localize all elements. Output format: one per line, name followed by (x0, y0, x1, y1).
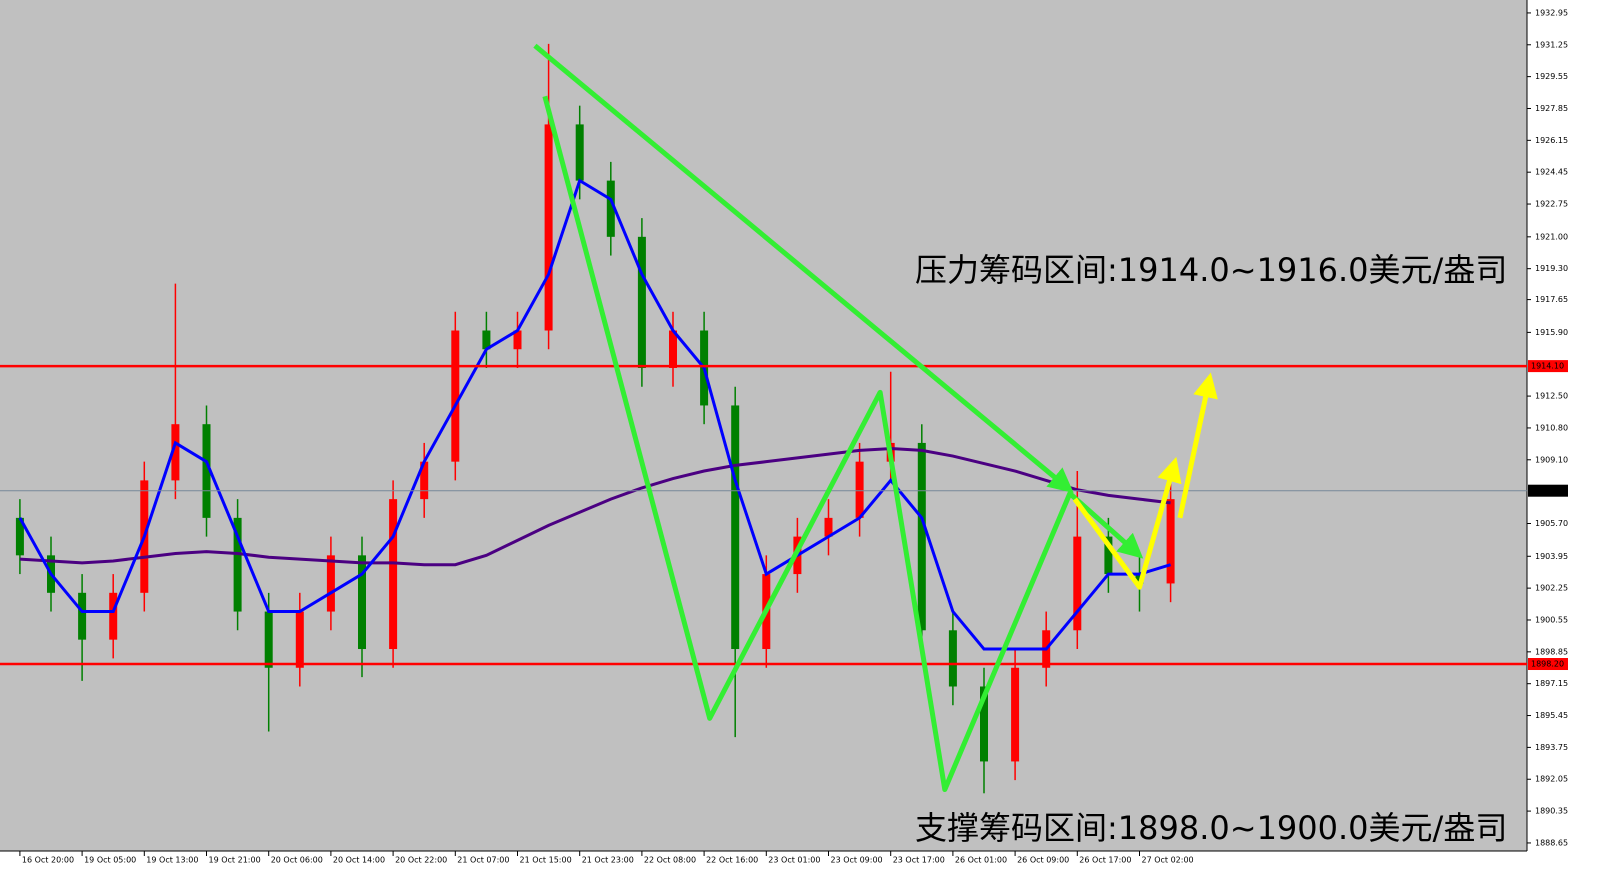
y-tick-label: 1931.25 (1535, 40, 1568, 49)
candle-body (1073, 536, 1082, 631)
x-tick-label: 19 Oct 05:00 (84, 856, 136, 865)
x-tick-label: 22 Oct 16:00 (706, 856, 758, 865)
candle-body (979, 686, 988, 762)
indicator-line (18, 178, 1172, 651)
trend-arrow (533, 43, 1074, 493)
candle-body (326, 555, 335, 612)
candle-body (358, 555, 367, 650)
y-tick-label: 1932.95 (1535, 8, 1568, 17)
candle-body (668, 330, 677, 368)
candle-body (637, 236, 646, 368)
y-tick-label: 1919.30 (1535, 264, 1568, 273)
candle-body (171, 424, 180, 481)
y-tick-label: 1890.35 (1535, 807, 1568, 816)
candle-body (389, 499, 398, 650)
x-tick-label: 19 Oct 21:00 (209, 856, 261, 865)
price-label: 1914.10 (1531, 362, 1564, 371)
y-tick-label: 1897.15 (1535, 679, 1568, 688)
y-tick-label: 1917.65 (1535, 295, 1568, 304)
y-tick-label: 1912.50 (1535, 392, 1568, 401)
x-tick-label: 23 Oct 09:00 (830, 856, 882, 865)
candle-body (1104, 536, 1113, 575)
y-tick-label: 1888.65 (1535, 838, 1568, 847)
candle-body (544, 124, 553, 331)
x-tick-label: 20 Oct 06:00 (271, 856, 323, 865)
candle-body (606, 180, 615, 237)
y-tick-label: 1905.70 (1535, 519, 1568, 528)
candle-body (917, 442, 926, 631)
y-tick-label: 1927.85 (1535, 104, 1568, 113)
candle-body (233, 517, 242, 612)
y-tick-label: 1900.55 (1535, 615, 1568, 624)
candle-body (1166, 499, 1175, 584)
price-label-bg (1528, 484, 1568, 497)
price-label: 1907.45 (1531, 486, 1564, 495)
indicator-line (19, 447, 1171, 567)
candle-body (482, 330, 491, 350)
price-label-bg (1528, 658, 1568, 671)
y-tick-label: 1909.10 (1535, 455, 1568, 464)
x-tick-label: 21 Oct 15:00 (520, 856, 572, 865)
trend-arrow (1177, 372, 1218, 519)
annotation: 压力筹码区间:1914.0~1916.0美元/盎司 (915, 251, 1507, 289)
trend-arrow (542, 95, 1144, 793)
price-label: 1898.20 (1531, 660, 1564, 669)
x-tick-label: 23 Oct 01:00 (768, 856, 820, 865)
candle-body (948, 630, 957, 687)
x-tick-label: 26 Oct 09:00 (1017, 856, 1069, 865)
y-tick-label: 1921.00 (1535, 232, 1568, 241)
y-tick-label: 1895.45 (1535, 711, 1568, 720)
price-label-bg (1528, 360, 1568, 373)
x-tick-label: 26 Oct 17:00 (1079, 856, 1131, 865)
trend-arrow (1072, 456, 1182, 590)
candle-body (513, 330, 522, 350)
y-tick-label: 1893.75 (1535, 743, 1568, 752)
y-tick-label: 1892.05 (1535, 775, 1568, 784)
candle-body (855, 461, 864, 518)
x-tick-label: 20 Oct 14:00 (333, 856, 385, 865)
x-tick-label: 22 Oct 08:00 (644, 856, 696, 865)
annotation: 支撑筹码区间:1898.0~1900.0美元/盎司 (915, 809, 1507, 847)
x-tick-label: 19 Oct 13:00 (146, 856, 198, 865)
y-tick-label: 1903.95 (1535, 552, 1568, 561)
price-axis-panel (1527, 0, 1611, 889)
candle-body (295, 611, 304, 668)
candle-body (78, 592, 87, 640)
y-tick-label: 1924.45 (1535, 168, 1568, 177)
candle-body (109, 592, 118, 640)
x-tick-label: 20 Oct 22:00 (395, 856, 447, 865)
y-tick-label: 1898.85 (1535, 647, 1568, 656)
candle-body (1011, 667, 1020, 762)
candle-body (575, 124, 584, 181)
y-tick-label: 1926.15 (1535, 136, 1568, 145)
time-axis-panel (0, 851, 1527, 889)
y-tick-label: 1929.55 (1535, 72, 1568, 81)
y-tick-label: 1922.75 (1535, 200, 1568, 209)
x-tick-label: 27 Oct 02:00 (1141, 856, 1193, 865)
y-tick-label: 1902.25 (1535, 584, 1568, 593)
x-tick-label: 21 Oct 23:00 (582, 856, 634, 865)
x-tick-label: 21 Oct 07:00 (457, 856, 509, 865)
y-tick-label: 1910.80 (1535, 423, 1568, 432)
x-tick-label: 23 Oct 17:00 (893, 856, 945, 865)
x-tick-label: 26 Oct 01:00 (955, 856, 1007, 865)
candle-body (451, 330, 460, 462)
candle-body (731, 405, 740, 650)
candle-body (15, 517, 24, 556)
candle-body (264, 611, 273, 668)
candle-body (202, 424, 211, 518)
plot-background (0, 0, 1527, 851)
y-tick-label: 1915.90 (1535, 328, 1568, 337)
x-tick-label: 16 Oct 20:00 (22, 856, 74, 865)
candle-body (824, 517, 833, 537)
candle-body (420, 461, 429, 500)
